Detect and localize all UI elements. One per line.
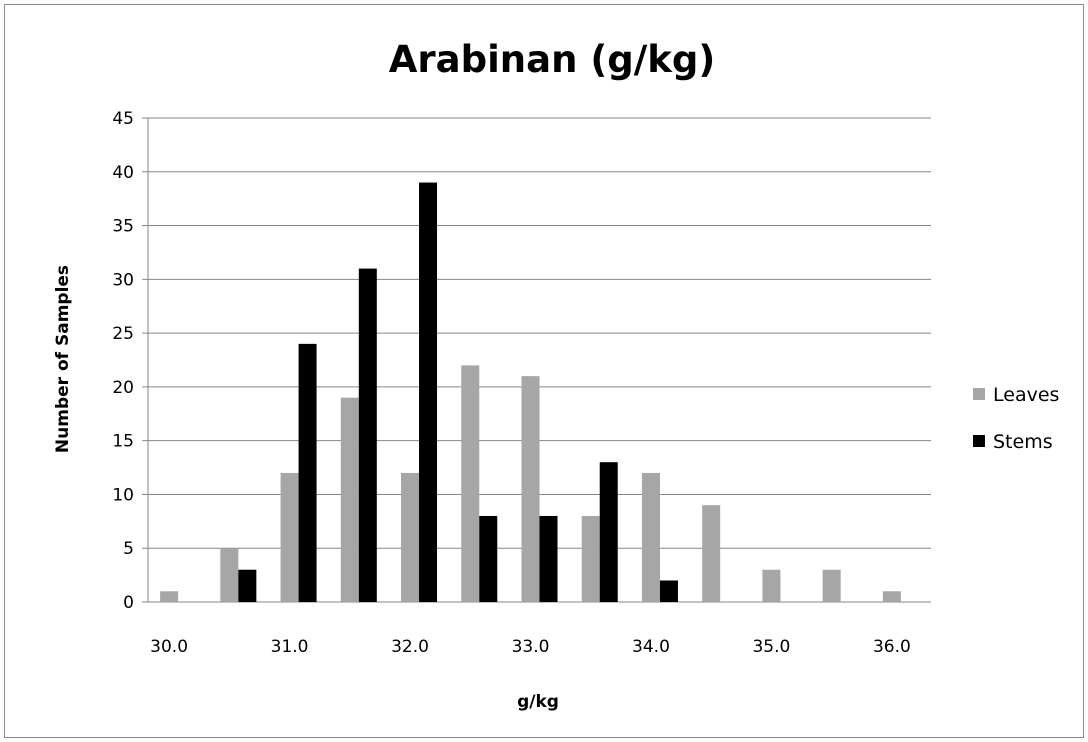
y-tick-label: 5: [123, 539, 134, 559]
bar-leaves: [822, 569, 841, 602]
bar-leaves: [280, 472, 299, 602]
x-axis-label: g/kg: [517, 692, 559, 712]
legend: Leaves Stems: [973, 384, 1059, 453]
legend-swatch-stems: [973, 435, 985, 447]
y-tick-label: 30: [112, 270, 134, 290]
x-tick-label: 30.0: [150, 637, 188, 657]
x-axis-ticks: 30.0 31.0 32.0 33.0 34.0 35.0 36.0: [150, 637, 911, 657]
y-tick-label: 40: [112, 163, 134, 183]
y-axis-label: Number of Samples: [53, 265, 73, 453]
bar-leaves: [220, 548, 239, 602]
bar-leaves: [461, 365, 480, 602]
x-tick-label: 35.0: [752, 637, 790, 657]
bar-leaves: [401, 472, 420, 602]
bar-leaves: [641, 472, 660, 602]
y-tick-label: 35: [112, 217, 134, 237]
bar-stems: [419, 182, 438, 603]
bar-stems: [539, 515, 558, 602]
bar-stems: [659, 580, 678, 602]
y-tick-label: 0: [123, 593, 134, 613]
bar-stems: [479, 515, 498, 602]
legend-label-leaves: Leaves: [993, 384, 1059, 406]
gridlines: [147, 117, 931, 603]
bar-stems: [238, 569, 257, 602]
x-tick-label: 34.0: [632, 637, 670, 657]
bar-leaves: [340, 397, 359, 602]
bar-leaves: [521, 376, 540, 602]
legend-label-stems: Stems: [993, 431, 1053, 453]
bar-stems: [298, 343, 317, 602]
bar-leaves: [762, 569, 781, 602]
x-tick-label: 31.0: [271, 637, 309, 657]
bars: [160, 182, 901, 603]
bar-leaves: [702, 505, 721, 602]
y-axis-ticks: 0 5 10 15 20 25 30 35 40 45: [112, 109, 148, 613]
chart-frame: [4, 4, 1084, 738]
y-tick-label: 25: [112, 324, 134, 344]
bar-leaves: [581, 515, 600, 602]
legend-swatch-leaves: [973, 388, 985, 400]
y-tick-label: 45: [112, 109, 134, 129]
bar-leaves: [160, 591, 179, 602]
bar-leaves: [882, 591, 901, 602]
bar-stems: [358, 268, 377, 602]
y-tick-label: 20: [112, 378, 134, 398]
y-tick-label: 15: [112, 432, 134, 452]
x-tick-label: 32.0: [391, 637, 429, 657]
y-tick-label: 10: [112, 485, 134, 505]
x-tick-label: 33.0: [512, 637, 550, 657]
chart-title: Arabinan (g/kg): [389, 38, 715, 81]
bar-stems: [599, 462, 618, 602]
x-tick-label: 36.0: [873, 637, 911, 657]
